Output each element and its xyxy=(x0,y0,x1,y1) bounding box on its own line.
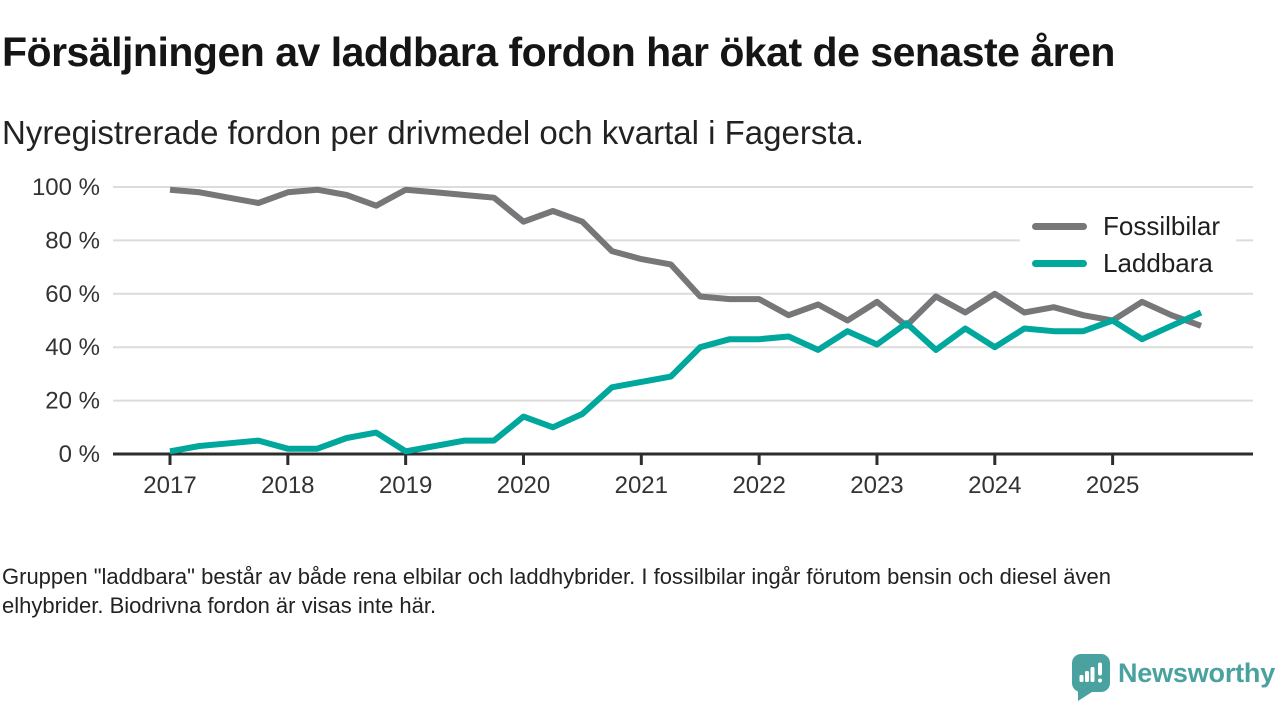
x-tick-label: 2023 xyxy=(850,472,903,499)
newsworthy-speech-bubble-bar-chart-icon xyxy=(1072,654,1110,701)
chart-footnote: Gruppen "laddbara" består av både rena e… xyxy=(2,562,1172,620)
chart-title: Försäljningen av laddbara fordon har öka… xyxy=(2,29,1115,75)
laddbara-line-swatch xyxy=(1032,260,1087,267)
y-tick-label: 40 % xyxy=(45,334,100,361)
legend-label-laddbara: Laddbara xyxy=(1103,248,1213,278)
footnote-line-1: Gruppen "laddbara" består av både rena e… xyxy=(2,564,1111,589)
legend-item-fossilbilar: Fossilbilar xyxy=(1032,208,1220,245)
x-tick-label: 2020 xyxy=(497,472,550,499)
chart-subtitle: Nyregistrerade fordon per drivmedel och … xyxy=(2,114,865,151)
x-tick-label: 2025 xyxy=(1086,472,1139,499)
legend-item-laddbara: Laddbara xyxy=(1032,245,1220,282)
y-tick-label: 60 % xyxy=(45,281,100,308)
line-chart: 0 % 20 % 40 % 60 % 80 % 100 % 2017 2018 2019 2020… xyxy=(32,174,1253,499)
fossilbilar-line-swatch xyxy=(1032,223,1087,230)
x-tick-label: 2024 xyxy=(968,472,1021,499)
newsworthy-logo[interactable]: Newsworthy xyxy=(1072,654,1275,701)
x-tick-label: 2018 xyxy=(261,472,314,499)
x-tick-label: 2017 xyxy=(143,472,196,499)
y-tick-label: 80 % xyxy=(45,227,100,254)
legend-label-fossilbilar: Fossilbilar xyxy=(1103,211,1221,241)
footnote-line-2: elhybrider. Biodrivna fordon är visas in… xyxy=(2,593,437,618)
newsworthy-logo-text: Newsworthy xyxy=(1118,658,1276,688)
x-tick-label: 2021 xyxy=(615,472,668,499)
y-tick-label: 100 % xyxy=(32,174,100,201)
fossilbilar-line xyxy=(169,186,1203,329)
y-tick-label: 0 % xyxy=(59,441,100,468)
x-tick-label: 2019 xyxy=(379,472,432,499)
y-tick-label: 20 % xyxy=(45,388,100,415)
chart-legend: Fossilbilar Laddbara xyxy=(1020,206,1237,284)
x-tick-label: 2022 xyxy=(732,472,785,499)
laddbara-line xyxy=(169,309,1203,455)
